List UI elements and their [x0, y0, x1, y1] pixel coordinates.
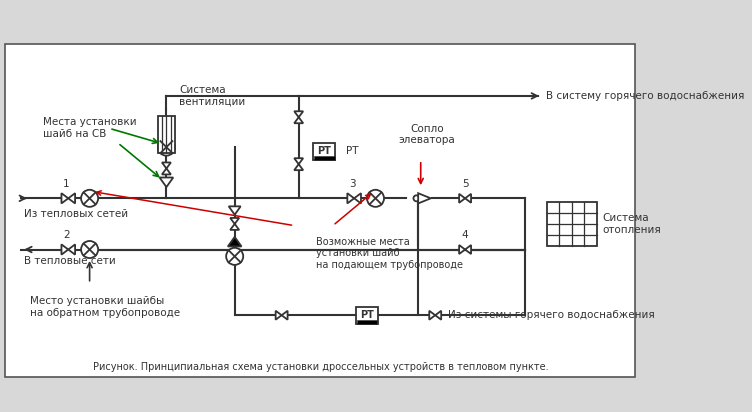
Polygon shape: [294, 117, 303, 123]
Text: Место установки шайбы
на обратном трубопроводе: Место установки шайбы на обратном трубоп…: [30, 297, 180, 318]
Bar: [356, 319, 378, 324]
Text: Места установки
шайб на СВ: Места установки шайб на СВ: [43, 117, 136, 139]
Circle shape: [367, 190, 384, 207]
Text: 4: 4: [462, 230, 468, 241]
Bar: [158, 115, 175, 153]
Polygon shape: [230, 224, 239, 230]
Polygon shape: [294, 111, 303, 117]
Text: Рисунок. Принципиальная схема установки дроссельных устройств в тепловом пункте.: Рисунок. Принципиальная схема установки …: [93, 362, 549, 372]
Circle shape: [158, 138, 175, 156]
Polygon shape: [68, 193, 75, 204]
Polygon shape: [159, 178, 173, 187]
Polygon shape: [354, 193, 361, 204]
Text: В систему горячего водоснабжения: В систему горячего водоснабжения: [546, 91, 744, 101]
Text: 1: 1: [63, 179, 70, 189]
Polygon shape: [62, 244, 68, 255]
Circle shape: [414, 195, 420, 201]
Bar: [547, 202, 596, 246]
Text: 3: 3: [349, 179, 356, 189]
Polygon shape: [162, 169, 171, 174]
Polygon shape: [429, 311, 435, 320]
Bar: [356, 307, 378, 324]
Polygon shape: [68, 244, 75, 255]
Circle shape: [81, 190, 99, 207]
Circle shape: [226, 248, 243, 265]
Polygon shape: [228, 237, 241, 246]
Text: В тепловые сети: В тепловые сети: [24, 256, 116, 266]
Text: РТ: РТ: [317, 146, 331, 157]
Text: 5: 5: [462, 179, 468, 189]
Polygon shape: [281, 311, 287, 320]
Polygon shape: [229, 206, 241, 215]
Bar: [314, 156, 335, 160]
Polygon shape: [62, 193, 68, 204]
Polygon shape: [276, 311, 281, 320]
Polygon shape: [465, 194, 471, 203]
Text: Система
отопления: Система отопления: [602, 213, 661, 235]
Circle shape: [81, 241, 99, 258]
Text: Система
вентиляции: Система вентиляции: [179, 85, 245, 107]
Polygon shape: [459, 194, 465, 203]
Text: 2: 2: [63, 230, 70, 241]
Polygon shape: [459, 245, 465, 254]
Text: Из системы горячего водоснабжения: Из системы горячего водоснабжения: [448, 310, 655, 320]
Polygon shape: [294, 164, 303, 170]
Polygon shape: [435, 311, 441, 320]
Polygon shape: [347, 193, 354, 204]
Polygon shape: [230, 218, 239, 224]
Polygon shape: [162, 162, 171, 169]
Text: Из тепловых сетей: Из тепловых сетей: [24, 208, 128, 218]
Text: РТ: РТ: [346, 146, 358, 157]
Text: Возможные места
установки шайб
на подающем трубопроводе: Возможные места установки шайб на подающ…: [316, 237, 462, 270]
Polygon shape: [294, 158, 303, 164]
Bar: [313, 143, 335, 160]
Polygon shape: [465, 245, 471, 254]
Text: Сопло
элеватора: Сопло элеватора: [399, 124, 455, 145]
Polygon shape: [418, 193, 431, 204]
Text: РТ: РТ: [360, 310, 374, 320]
